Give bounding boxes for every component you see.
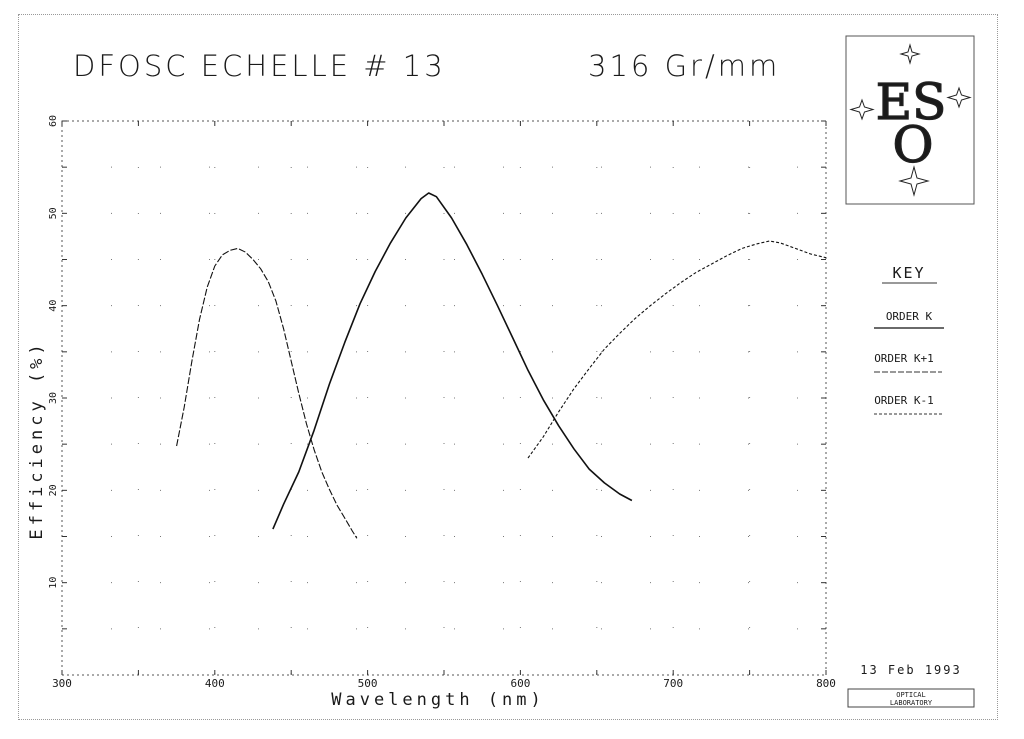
- legend-label-order-k-plus-1: ORDER K+1: [874, 352, 934, 365]
- legend: KEY ORDER K ORDER K+1 ORDER K-1: [874, 264, 944, 415]
- legend-title: KEY: [892, 264, 925, 282]
- legend-label-order-k: ORDER K: [886, 310, 933, 323]
- logo-star-left: [849, 98, 875, 121]
- y-tick-label: 60: [48, 115, 59, 127]
- y-tick-label: 50: [48, 207, 59, 219]
- lab-badge: OPTICAL LABORATORY: [847, 688, 975, 708]
- footer-date: 13 Feb 1993: [860, 663, 961, 677]
- series-lines: [176, 192, 827, 539]
- chart-subtitle: 316 Gr/mm: [588, 49, 780, 83]
- y-axis-label: Efficiency (%): [27, 340, 47, 539]
- x-tick-label: 700: [663, 677, 683, 690]
- lab-badge-line2: LABORATORY: [890, 699, 933, 707]
- y-tick-label: 30: [48, 392, 59, 404]
- logo-text-o: O: [893, 116, 934, 174]
- legend-label-order-k-minus-1: ORDER K-1: [874, 394, 934, 407]
- series-line-order-k-plus-1: [176, 247, 358, 539]
- x-tick-label: 800: [816, 677, 836, 690]
- logo-star-right: [946, 86, 972, 109]
- x-axis-label: Wavelength (nm): [331, 690, 545, 710]
- logo-box: [845, 35, 975, 205]
- chart-title: DFOSC ECHELLE # 13: [73, 49, 446, 83]
- lab-badge-box: [847, 688, 975, 708]
- eso-logo: ES O: [845, 35, 975, 205]
- x-tick-label: 600: [510, 677, 530, 690]
- series-line-order-k: [272, 192, 633, 530]
- x-tick-label: 400: [205, 677, 225, 690]
- y-tick-labels: 10 20 30 40 50 60: [48, 115, 59, 589]
- grid: [62, 121, 826, 675]
- logo-text-es: ES: [876, 73, 947, 131]
- lab-badge-line1: OPTICAL: [896, 691, 926, 699]
- axes: [61, 120, 827, 676]
- page-frame: [18, 14, 998, 720]
- y-tick-label: 10: [48, 577, 59, 589]
- x-tick-label: 500: [358, 677, 378, 690]
- y-tick-label: 20: [48, 484, 59, 496]
- x-tick-labels: 300 400 500 600 700 800: [52, 677, 836, 690]
- x-tick-label: 300: [52, 677, 72, 690]
- logo-star-top: [899, 43, 921, 65]
- y-tick-label: 40: [48, 300, 59, 312]
- series-line-order-k-minus-1: [527, 240, 827, 459]
- logo-star-bottom: [898, 165, 930, 197]
